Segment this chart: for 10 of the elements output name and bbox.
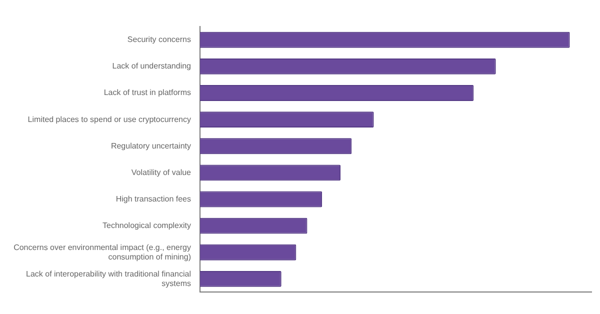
y-tick-label: Limited places to spend or use cryptocurrency bbox=[28, 114, 191, 124]
y-tick-label: Security concerns bbox=[127, 35, 191, 44]
y-tick-label: Volatility of value bbox=[131, 168, 192, 177]
y-tick-label: Lack of understanding bbox=[112, 62, 191, 71]
y-tick-label: Regulatory uncertainty bbox=[110, 141, 191, 150]
y-tick-label: Technological complexity bbox=[102, 221, 191, 230]
y-tick-label: Lack of interoperability with traditional financial systems bbox=[26, 269, 192, 288]
y-tick-label: Lack of trust in platforms bbox=[104, 88, 191, 98]
y-tick-label: High transaction fees bbox=[116, 194, 191, 204]
y-tick-label: Concerns over environmental impact (e.g., energy consumption of mining) bbox=[14, 242, 192, 262]
